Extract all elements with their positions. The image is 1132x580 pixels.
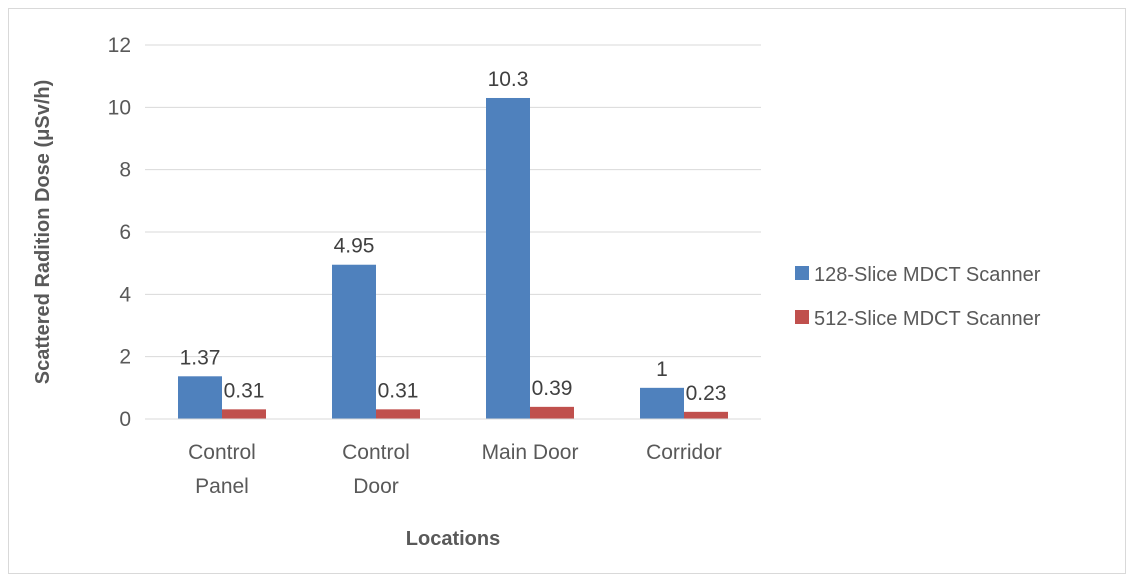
- gridlines: [145, 44, 761, 358]
- x-axis-title: Locations: [406, 528, 500, 550]
- y-axis-ticks: 0 2 4 6 8 10 12: [108, 34, 132, 431]
- bars: [178, 97, 728, 419]
- x-tick-label: Corridor: [646, 441, 722, 464]
- y-tick-label: 8: [119, 159, 131, 182]
- legend: 128-Slice MDCT Scanner 512-Slice MDCT Sca…: [795, 264, 1041, 330]
- y-tick-label: 10: [108, 96, 131, 119]
- chart-frame: 0 2 4 6 8 10 12 1.37 4.95 10.3 1 0.31 0.31 0.39 0.23 …: [8, 8, 1126, 574]
- bar: [376, 409, 420, 419]
- y-tick-label: 6: [119, 221, 131, 244]
- bar: [332, 264, 376, 419]
- legend-swatch: [795, 310, 809, 324]
- bar: [486, 97, 530, 419]
- bar: [530, 406, 574, 419]
- data-label: 10.3: [488, 68, 529, 91]
- data-label: 1.37: [180, 346, 221, 369]
- y-axis-title: Scattered Radition Dose (μSv/h): [32, 80, 54, 385]
- bar: [222, 409, 266, 419]
- legend-swatch: [795, 266, 809, 280]
- y-tick-label: 0: [119, 408, 131, 431]
- y-tick-label: 2: [119, 346, 131, 369]
- legend-label: 512-Slice MDCT Scanner: [814, 308, 1041, 330]
- data-label: 1: [656, 358, 668, 381]
- data-label: 0.39: [532, 377, 573, 400]
- data-labels: 1.37 4.95 10.3 1 0.31 0.31 0.39 0.23: [180, 68, 727, 405]
- legend-label: 128-Slice MDCT Scanner: [814, 264, 1041, 286]
- data-label: 4.95: [334, 235, 375, 258]
- data-label: 0.31: [224, 379, 265, 402]
- y-tick-label: 12: [108, 34, 131, 57]
- x-tick-label: Control Door: [342, 441, 410, 498]
- y-tick-label: 4: [119, 283, 131, 306]
- x-axis-ticks: Control Panel Control Door Main Door Corridor: [188, 441, 722, 498]
- bar: [178, 376, 222, 419]
- bar: [684, 411, 728, 419]
- x-tick-label: Main Door: [482, 441, 579, 464]
- data-label: 0.23: [686, 382, 727, 405]
- data-label: 0.31: [378, 379, 419, 402]
- bar: [640, 387, 684, 419]
- x-tick-label: Control Panel: [188, 441, 256, 498]
